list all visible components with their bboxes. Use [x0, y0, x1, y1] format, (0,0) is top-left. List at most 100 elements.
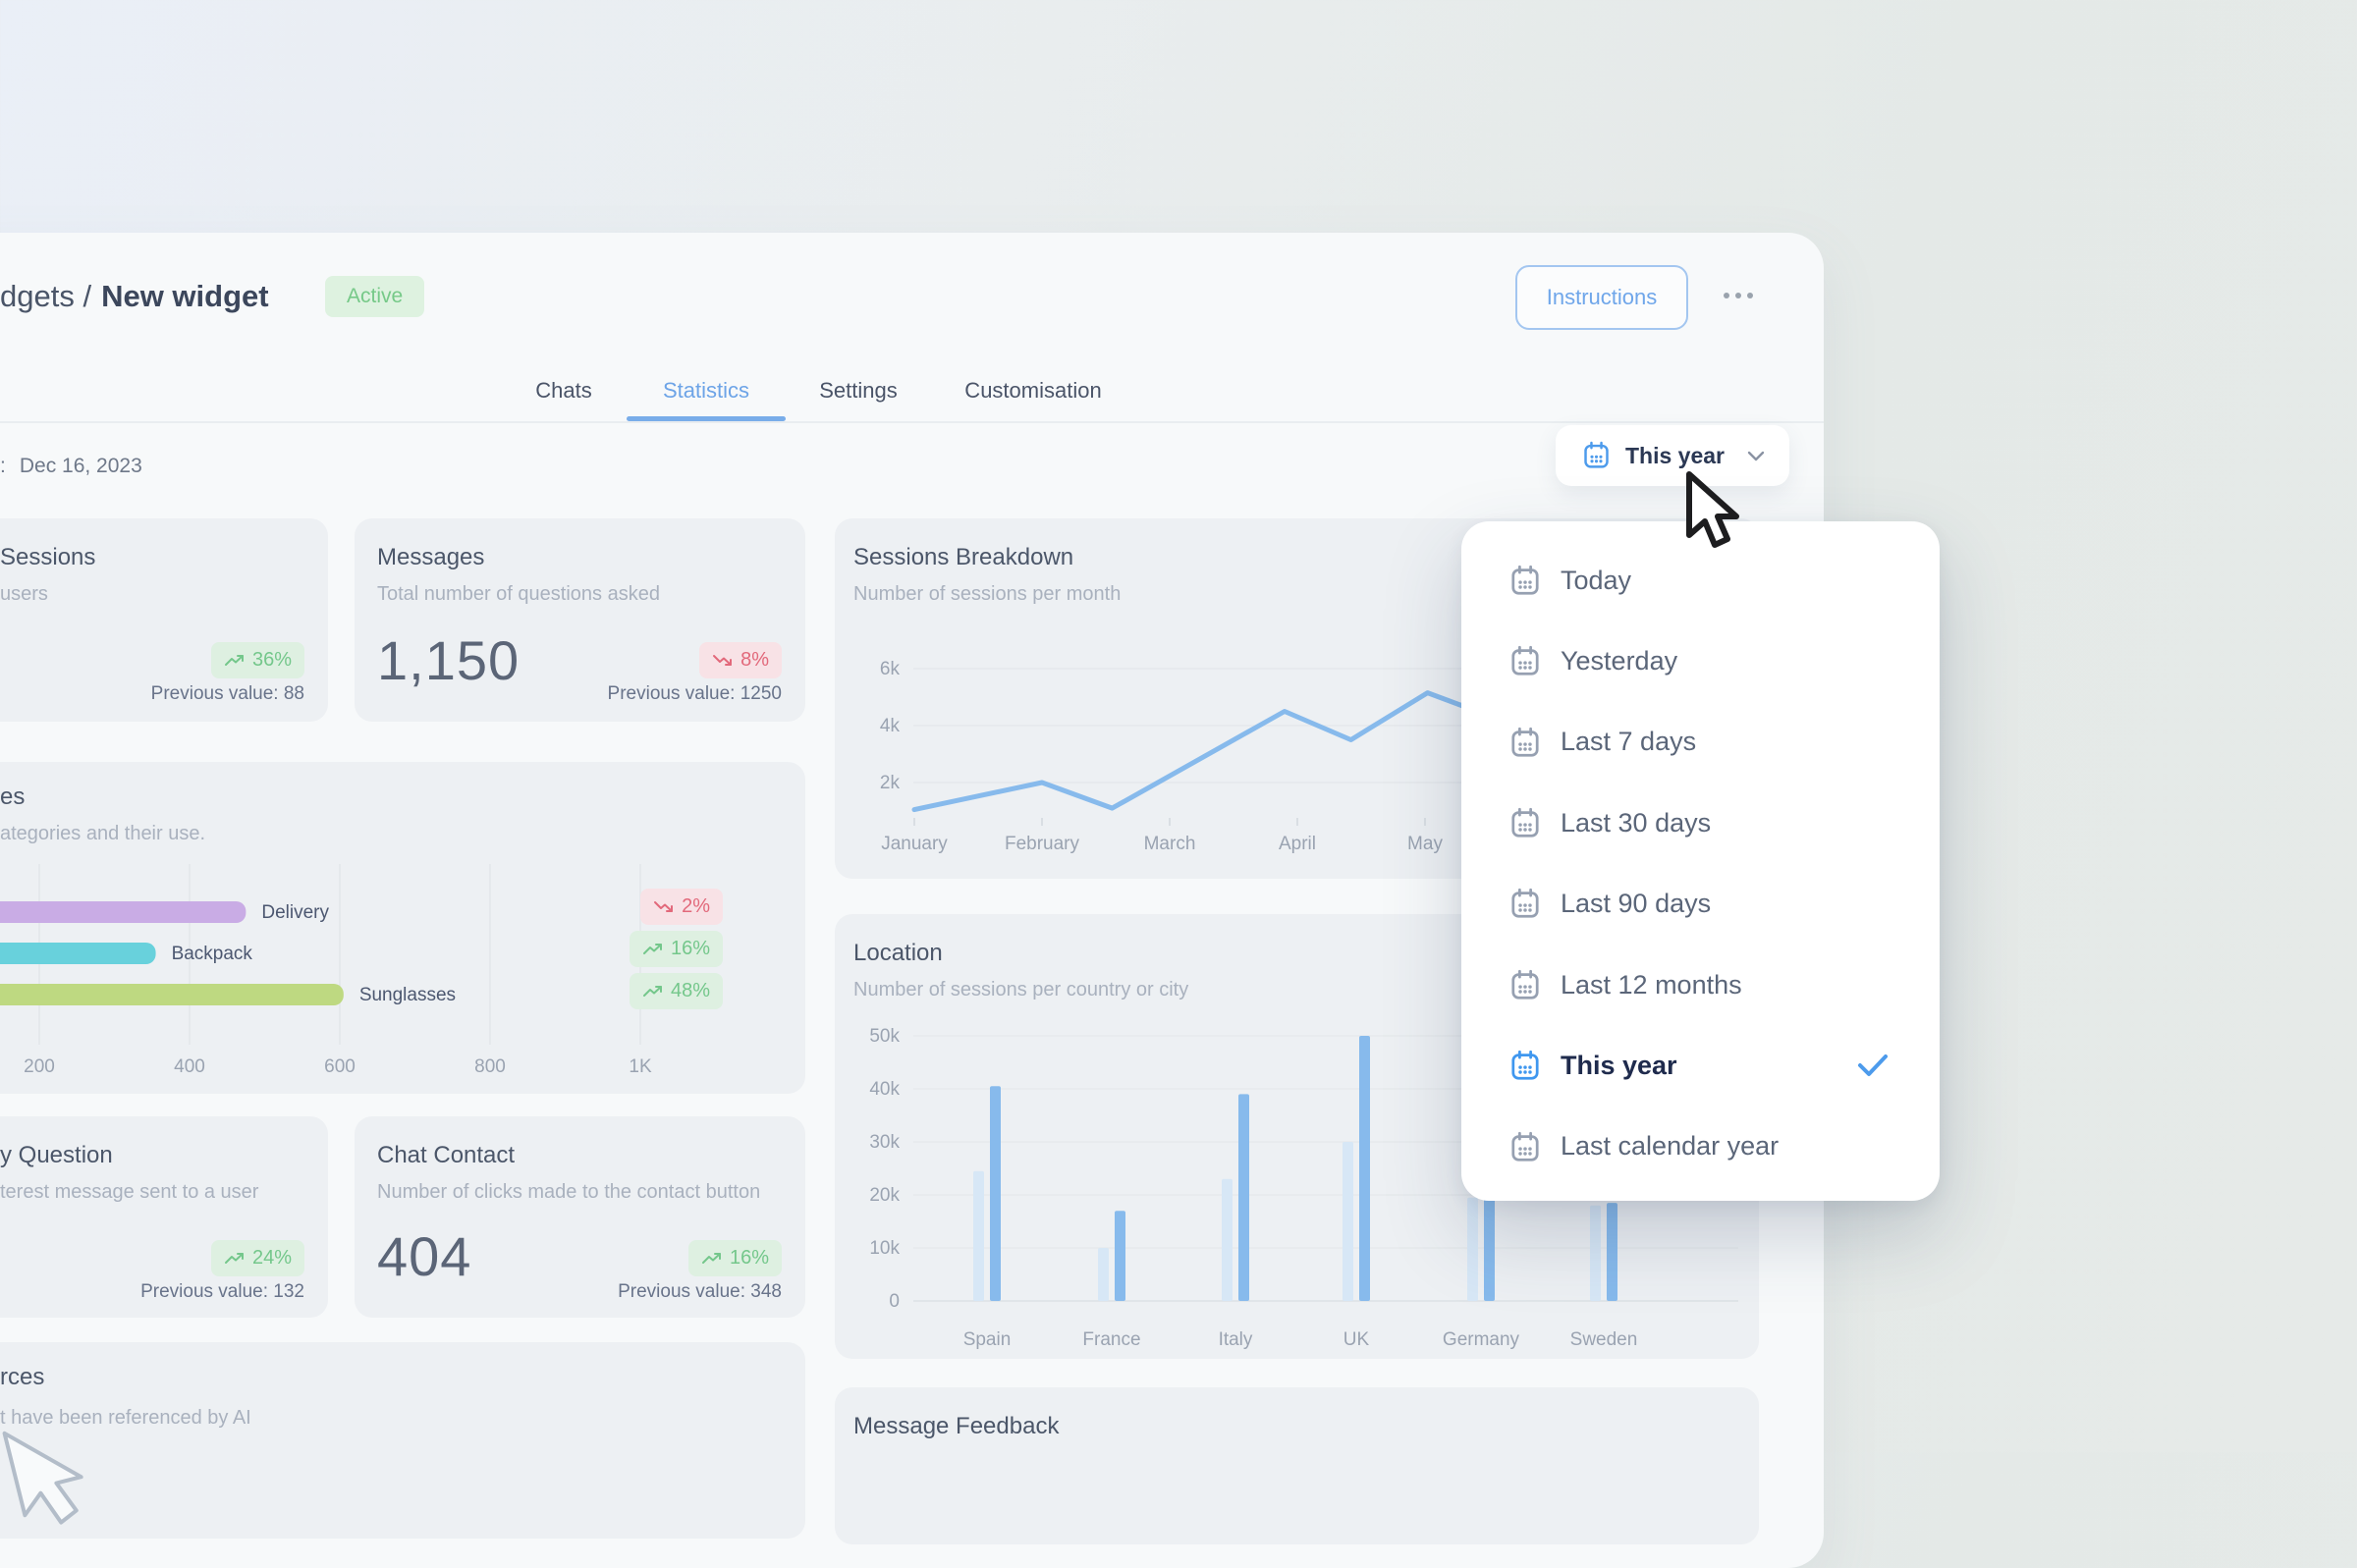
card-value: 1,150	[377, 629, 521, 691]
menu-item-label: Last 7 days	[1561, 727, 1697, 757]
calendar-icon	[1510, 727, 1540, 758]
tab-customisation[interactable]: Customisation	[964, 378, 1102, 403]
menu-item-label: Last calendar year	[1561, 1131, 1780, 1162]
chart-title: Location	[853, 940, 943, 966]
more-options-button[interactable]	[1717, 281, 1760, 310]
previous-value: Previous value: 132	[140, 1281, 304, 1302]
status-badge: Active	[325, 276, 425, 317]
svg-text:Spain: Spain	[963, 1329, 1012, 1350]
card-subtitle-fragment: terest message sent to a user	[0, 1181, 259, 1203]
svg-text:50k: 50k	[869, 1026, 900, 1047]
calendar-icon	[1510, 1050, 1540, 1081]
svg-text:30k: 30k	[869, 1132, 900, 1153]
calendar-icon	[1510, 888, 1540, 919]
svg-text:1K: 1K	[629, 1056, 652, 1077]
card-subtitle: Number of clicks made to the contact but…	[377, 1181, 761, 1203]
calendar-icon	[1583, 441, 1610, 469]
svg-text:600: 600	[324, 1056, 356, 1077]
sessions-card: Sessions users 36% Previous value: 88	[0, 518, 328, 722]
svg-text:200: 200	[24, 1056, 55, 1077]
card-subtitle: Total number of questions asked	[377, 583, 660, 605]
svg-text:France: France	[1082, 1329, 1140, 1350]
date-prefix-fragment: :	[0, 455, 6, 477]
trend-badge: 48%	[629, 973, 723, 1009]
decorative-cursor-outline-icon	[2, 1431, 83, 1525]
trend-badge: 36%	[210, 642, 304, 678]
chart-title: Sessions Breakdown	[853, 544, 1074, 570]
svg-text:0: 0	[889, 1291, 900, 1312]
tab-chats[interactable]: Chats	[535, 378, 592, 403]
badge-value: 24%	[251, 1247, 292, 1269]
trend-badge: 24%	[210, 1240, 304, 1276]
menu-item-last-calendar-year[interactable]: Last calendar year	[1461, 1107, 1940, 1187]
instructions-button[interactable]: Instructions	[1515, 265, 1688, 330]
calendar-icon	[1510, 807, 1540, 838]
svg-text:40k: 40k	[869, 1079, 900, 1100]
date-label: : Dec 16, 2023	[0, 452, 142, 481]
svg-text:March: March	[1144, 834, 1196, 854]
svg-text:Sweden: Sweden	[1570, 1329, 1638, 1350]
menu-item-last-7-days[interactable]: Last 7 days	[1461, 702, 1940, 783]
chevron-down-icon	[1746, 450, 1766, 462]
badge-value: 16%	[670, 938, 710, 959]
badge-value: 16%	[729, 1247, 769, 1269]
menu-item-this-year[interactable]: This year	[1461, 1025, 1940, 1106]
svg-text:800: 800	[474, 1056, 506, 1077]
check-icon	[1854, 1052, 1891, 1079]
card-subtitle-fragment: users	[0, 583, 48, 605]
svg-text:UK: UK	[1343, 1329, 1370, 1350]
tabs-divider	[0, 421, 1824, 423]
svg-text:20k: 20k	[869, 1185, 900, 1206]
badge-value: 2%	[682, 895, 710, 917]
badge-value: 36%	[251, 649, 292, 671]
previous-value: Previous value: 88	[150, 683, 304, 704]
chart-subtitle: Number of sessions per month	[853, 583, 1122, 605]
card-title: Message Feedback	[853, 1413, 1060, 1439]
trend-badge: 8%	[699, 642, 782, 678]
svg-text:6k: 6k	[880, 659, 901, 679]
svg-text:4k: 4k	[880, 716, 901, 736]
menu-item-label: Last 30 days	[1561, 807, 1712, 838]
period-selector-button[interactable]: This year	[1556, 425, 1789, 486]
svg-text:Delivery: Delivery	[261, 902, 329, 923]
card-title-fragment: rces	[0, 1364, 45, 1390]
menu-item-label: Today	[1561, 565, 1632, 595]
svg-text:2k: 2k	[880, 773, 901, 793]
message-feedback-card: Message Feedback	[835, 1387, 1759, 1544]
question-card: y Question terest message sent to a user…	[0, 1116, 328, 1318]
menu-item-yesterday[interactable]: Yesterday	[1461, 621, 1940, 701]
svg-text:Italy: Italy	[1219, 1329, 1253, 1350]
breadcrumb-fragment: dgets /	[0, 279, 92, 313]
svg-text:April: April	[1279, 834, 1316, 854]
menu-item-today[interactable]: Today	[1461, 540, 1940, 621]
calendar-icon	[1510, 969, 1540, 1000]
breadcrumb: dgets / New widget	[0, 276, 269, 317]
sources-card: rces t have been referenced by AI	[0, 1342, 805, 1539]
menu-item-label: Yesterday	[1561, 645, 1678, 676]
menu-item-last-90-days[interactable]: Last 90 days	[1461, 864, 1940, 945]
chat-contact-card: Chat Contact Number of clicks made to th…	[355, 1116, 805, 1318]
menu-item-last-30-days[interactable]: Last 30 days	[1461, 783, 1940, 863]
svg-text:Backpack: Backpack	[172, 944, 253, 964]
card-subtitle-fragment: ategories and their use.	[0, 823, 206, 844]
menu-item-label: Last 90 days	[1561, 889, 1712, 919]
card-title-fragment: y Question	[0, 1142, 113, 1168]
tab-settings[interactable]: Settings	[819, 378, 898, 403]
date-value: Dec 16, 2023	[19, 455, 142, 477]
trend-badge: 16%	[629, 931, 723, 967]
previous-value: Previous value: 348	[618, 1281, 782, 1302]
trend-badge: 2%	[640, 889, 723, 925]
calendar-icon	[1510, 645, 1540, 676]
card-title-fragment: Sessions	[0, 544, 96, 570]
tab-statistics[interactable]: Statistics	[662, 378, 750, 403]
previous-value: Previous value: 1250	[607, 683, 782, 704]
menu-item-last-12-months[interactable]: Last 12 months	[1461, 945, 1940, 1025]
card-subtitle-fragment: t have been referenced by AI	[0, 1407, 251, 1429]
page-title: New widget	[101, 279, 269, 313]
menu-item-label: This year	[1561, 1050, 1677, 1080]
card-title: Messages	[377, 544, 485, 570]
calendar-icon	[1510, 565, 1540, 596]
badge-value: 48%	[670, 980, 710, 1001]
svg-text:400: 400	[174, 1056, 205, 1077]
calendar-icon	[1510, 1131, 1540, 1162]
